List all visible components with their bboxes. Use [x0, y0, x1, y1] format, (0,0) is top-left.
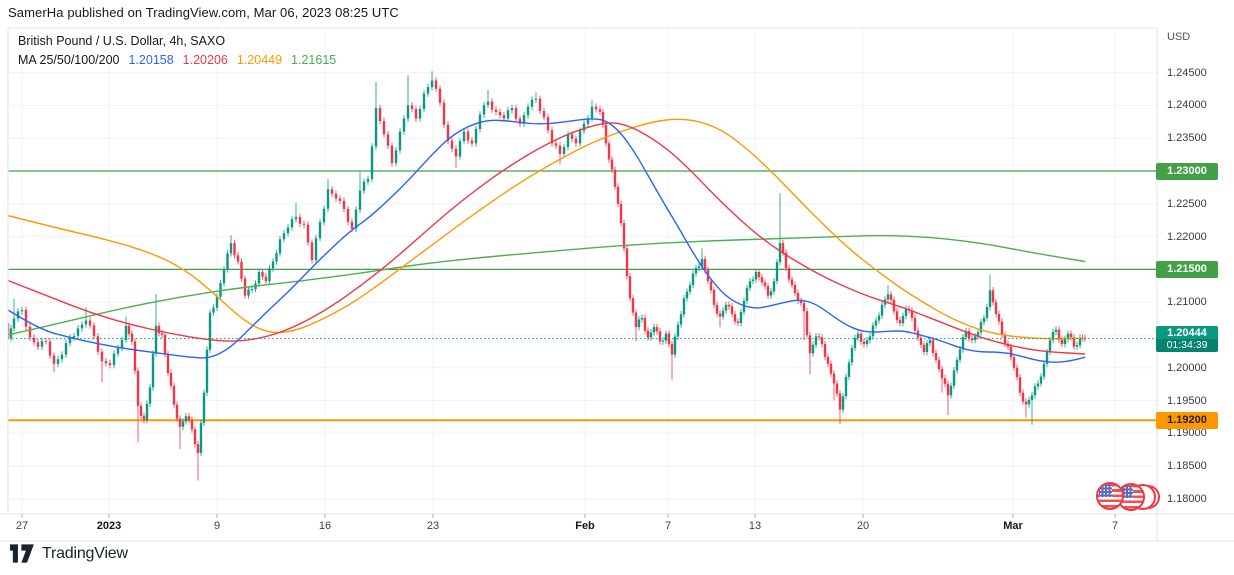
ma-value-ma50: 1.20206: [182, 53, 228, 67]
price-axis-label: 1.21000: [1167, 296, 1207, 309]
tradingview-logo-text[interactable]: TradingView: [42, 544, 128, 562]
time-axis-label: Mar: [1003, 520, 1023, 532]
time-axis-label: 9: [213, 520, 221, 532]
time-axis-label: 7: [1111, 520, 1119, 532]
price-axis-label: 1.19000: [1167, 427, 1207, 440]
candles: [8, 71, 1087, 481]
ma-value-ma25: 1.20158: [128, 53, 174, 67]
price-level-badge: 1.23000: [1156, 162, 1218, 180]
ma-line-ma200: [8, 234, 1086, 336]
attribution-text: SamerHa published on TradingView.com, Ma…: [8, 5, 399, 20]
ma-value-ma100: 1.20449: [236, 53, 283, 67]
time-axis-label: 27: [15, 520, 29, 532]
price-axis-label: 1.18000: [1167, 492, 1207, 505]
last-price-value: 1.20444: [1167, 326, 1207, 339]
tradingview-logo-icon[interactable]: [10, 544, 35, 563]
ma-line-ma100: [8, 118, 1086, 340]
price-axis-label: 1.18500: [1167, 460, 1207, 473]
time-axis-label: Feb: [575, 520, 595, 532]
ma-legend: MA 25/50/100/200 1.20158 1.20206 1.20449 1.2…: [18, 51, 336, 69]
price-axis-label: 1.22000: [1167, 230, 1207, 243]
moving-average-lines: [8, 118, 1086, 363]
time-axis-label: 2023: [96, 520, 122, 532]
price-level-badge: 1.21500: [1156, 260, 1218, 278]
time-axis-label: 20: [856, 520, 870, 532]
ma-line-ma50: [8, 122, 1086, 355]
price-axis-label: 1.24000: [1167, 99, 1207, 112]
time-axis-label: 13: [748, 520, 762, 532]
us-flag-icon[interactable]: [1096, 482, 1124, 510]
price-axis-label: 1.23500: [1167, 132, 1207, 145]
price-axis-label: 1.22500: [1167, 197, 1207, 210]
chart-legend: British Pound / U.S. Dollar, 4h, SAXO MA…: [18, 32, 336, 69]
symbol-title: British Pound / U.S. Dollar, 4h, SAXO: [18, 34, 226, 48]
price-axis-label: 1.24500: [1167, 66, 1207, 79]
time-axis-label: 16: [318, 520, 332, 532]
time-axis-label: 7: [664, 520, 672, 532]
price-axis-label: 1.20000: [1167, 361, 1207, 374]
grid-lines: [8, 28, 1157, 514]
last-price-badge: 1.20444 01:34:39: [1156, 325, 1218, 352]
price-axis-label: 1.19500: [1167, 394, 1207, 407]
tradingview-footer: TradingView: [10, 544, 128, 563]
ma-value-ma200: 1.21615: [291, 53, 337, 67]
time-axis-label: 23: [426, 520, 440, 532]
ma-line-ma25: [8, 118, 1086, 363]
ma-legend-label: MA 25/50/100/200: [18, 53, 120, 67]
bar-countdown: 01:34:39: [1156, 338, 1218, 352]
currency-label: USD: [1167, 31, 1191, 43]
price-level-badge: 1.19200: [1156, 411, 1218, 429]
